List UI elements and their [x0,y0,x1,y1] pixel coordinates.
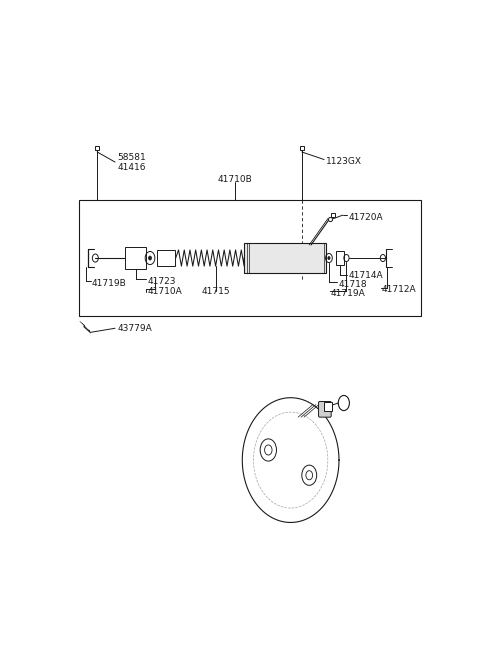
Text: 43779A: 43779A [118,324,153,333]
Text: 41718: 41718 [338,280,367,289]
Text: 41719B: 41719B [92,279,126,288]
Text: 41714A: 41714A [348,271,383,280]
Text: 58581: 58581 [118,152,146,161]
Text: 41719A: 41719A [331,289,366,298]
Circle shape [328,256,330,260]
Text: 41723: 41723 [147,277,176,286]
Circle shape [148,256,152,260]
Bar [324,402,332,411]
FancyBboxPatch shape [319,401,331,417]
Polygon shape [80,321,91,333]
Text: 41416: 41416 [118,163,146,172]
Bar [125,247,145,269]
Text: 41715: 41715 [202,287,230,297]
Text: 41720A: 41720A [348,213,383,222]
Bar [244,243,326,273]
Text: 41712A: 41712A [382,285,417,294]
Bar [336,251,344,265]
Bar [156,251,175,266]
Text: 41710A: 41710A [147,287,182,297]
Text: 41710B: 41710B [217,175,252,184]
Bar [79,200,421,316]
Text: 1123GX: 1123GX [326,157,362,165]
